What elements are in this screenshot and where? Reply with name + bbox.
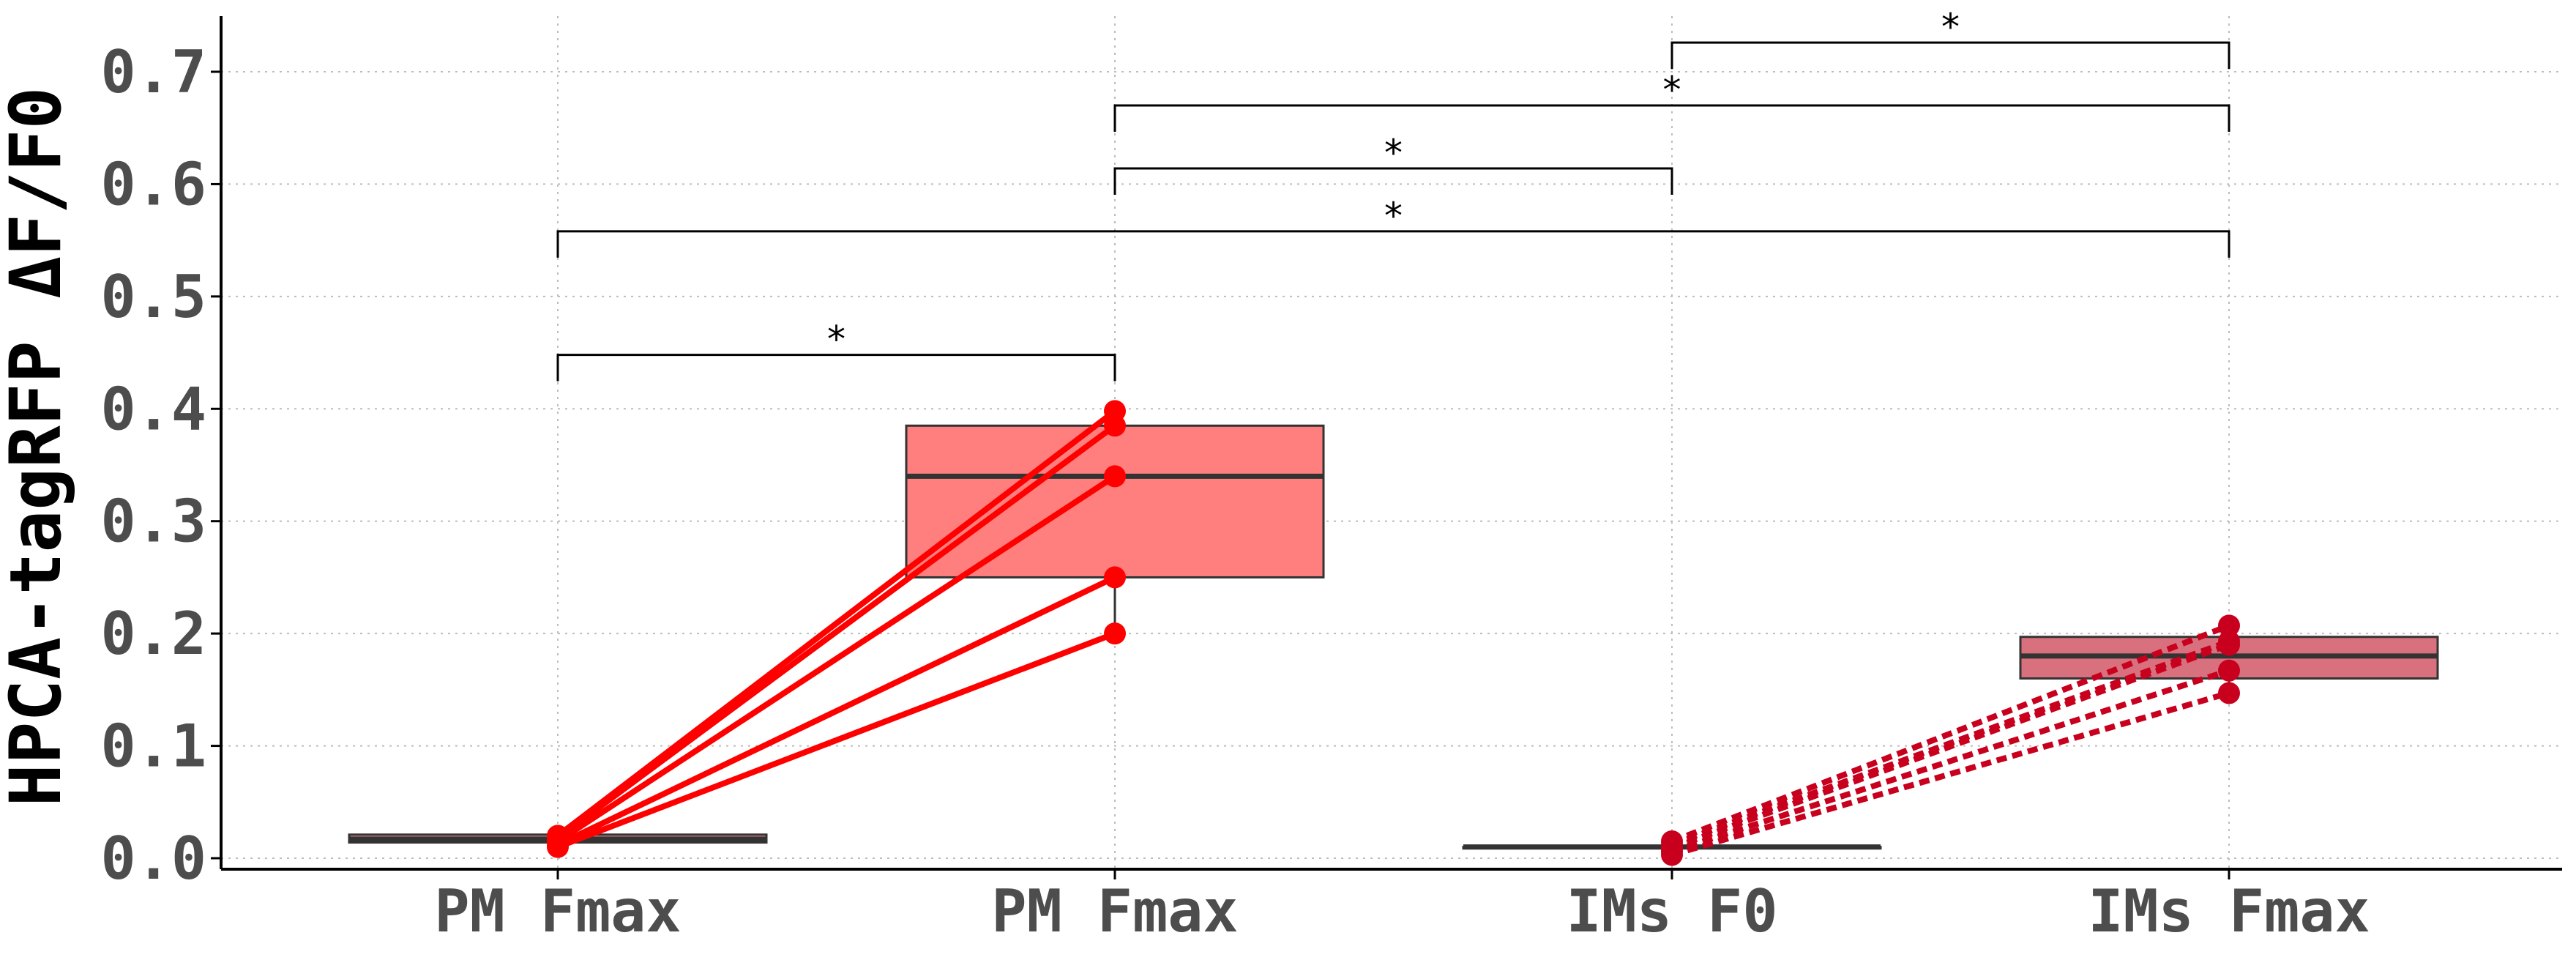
significance-star: * [827,319,845,361]
y-tick-label: 0.0 [101,825,207,893]
y-tick-label: 0.6 [101,150,207,218]
paired-line [1670,639,2230,848]
data-point [1104,465,1126,488]
points-layer [547,400,2240,866]
paired-line [1670,667,2230,855]
paired-line [556,630,1116,850]
data-point [2218,614,2240,637]
data-point [1104,414,1126,437]
data-point [2218,633,2240,656]
significance-bracket [556,354,1116,382]
axis-layer [211,16,2562,879]
x-tick-label: IMs F0 [1567,877,1778,945]
significance-star: * [1384,195,1403,237]
significance-bracket [556,230,2230,258]
data-point [1661,844,1683,866]
paired-line [556,423,1117,841]
paired-line [1670,622,2230,844]
box-body [905,424,1325,578]
data-point [2218,659,2240,682]
paired-line [1670,690,2230,858]
y-tick-label: 0.4 [101,375,207,443]
y-tick-label: 0.5 [101,263,207,331]
significance-layer: * * * * * [556,6,2230,382]
x-tick-label: PM Fmax [434,877,681,945]
tick-labels-layer: 0.0 0.1 0.2 0.3 0.4 0.5 0.6 0.7 PM Fmax PM Fmax IM… [101,38,2370,945]
paired-line [556,473,1117,844]
significance-bracket [1670,41,2230,70]
significance-star: * [1941,6,1960,48]
box-layer [348,411,2439,850]
y-axis-title: HPCA-tagRFP ΔF/F0 [0,87,77,807]
significance-star: * [1663,69,1681,111]
paired-line [1670,641,2230,851]
paired-line [556,574,1116,848]
paired-lines-layer [556,409,2230,858]
y-tick-label: 0.7 [101,38,207,106]
x-tick-label: IMs Fmax [2088,877,2370,945]
y-tick-label: 0.2 [101,600,207,668]
x-tick-label: PM Fmax [991,877,1238,945]
y-tick-label: 0.1 [101,712,207,781]
y-tick-label: 0.3 [101,488,207,556]
data-point [2218,682,2240,704]
significance-bracket [1113,104,2230,133]
data-point [547,836,569,858]
data-point [1104,622,1126,645]
significance-bracket [1113,167,1673,195]
paired-line [556,409,1117,838]
data-point [1104,566,1126,589]
significance-star: * [1384,132,1403,174]
